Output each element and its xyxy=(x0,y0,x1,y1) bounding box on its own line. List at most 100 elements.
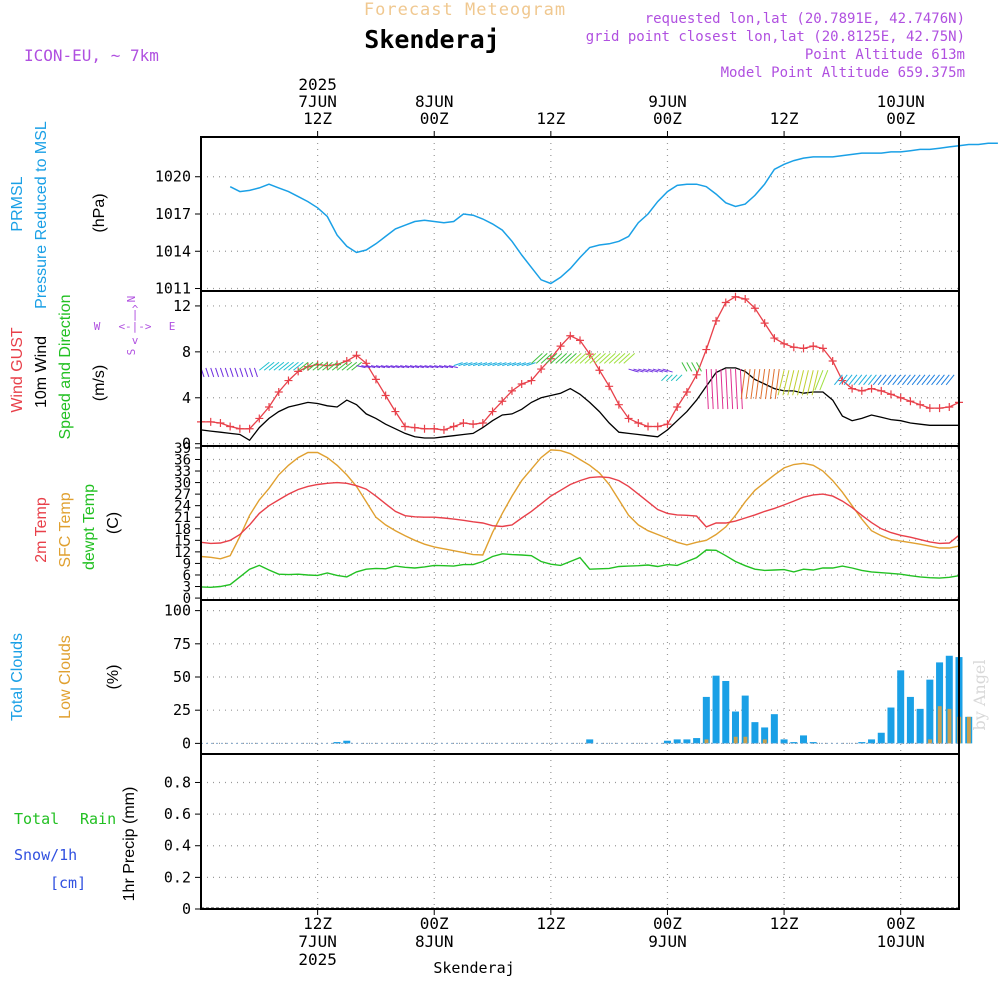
wind-gust-marker xyxy=(663,420,672,429)
total-cloud-bar xyxy=(887,707,895,744)
wind-gust-marker xyxy=(517,380,526,388)
panel-frame xyxy=(200,753,960,910)
precip-label: 1hr Precip (mm) xyxy=(121,787,138,902)
wind-arrow xyxy=(253,367,258,378)
prmsl-long-label: Pressure Reduced to MSL xyxy=(33,121,50,309)
total-cloud-bar xyxy=(945,655,953,744)
wind-arrow xyxy=(745,369,751,400)
wind-arrow xyxy=(448,365,458,369)
wind-arrow xyxy=(792,370,800,396)
wind-arrow xyxy=(599,352,611,364)
wind-gust-marker xyxy=(537,365,546,374)
ytick-label: 24 xyxy=(174,499,191,515)
wind-direction-arrows xyxy=(200,352,955,410)
time-label-bottom: 00Z xyxy=(886,914,915,933)
total-cloud-bar xyxy=(731,711,739,744)
wind-arrow xyxy=(931,374,940,386)
wind-arrow xyxy=(638,368,649,373)
compass-up-arrow: ^ xyxy=(132,303,139,316)
wind-arrow xyxy=(665,374,673,382)
wind-arrow xyxy=(458,362,468,367)
wind-gust-marker xyxy=(226,422,235,431)
low-cloud-bar xyxy=(762,739,767,744)
ytick-label: 12 xyxy=(173,297,191,315)
total-cloud-bar xyxy=(683,739,691,744)
ytick-label: 1011 xyxy=(155,280,191,298)
wind-arrow xyxy=(921,374,931,386)
wind-gust-marker xyxy=(371,375,380,384)
subtitle: Forecast Meteogram xyxy=(364,0,566,20)
wind-arrow xyxy=(205,367,210,378)
wind-gust-marker xyxy=(498,397,507,406)
wind-gust-marker xyxy=(459,419,468,428)
total-cloud-bar xyxy=(770,714,778,744)
wind-arrow xyxy=(540,352,553,364)
wind-arrow xyxy=(297,361,309,371)
total-cloud-bar xyxy=(712,675,720,744)
compass-down-arrow: v xyxy=(132,334,139,347)
wind-arrow xyxy=(670,374,678,382)
wind-arrow xyxy=(945,374,955,386)
time-label-bottom: 9JUN xyxy=(648,932,687,951)
wind-gust-marker xyxy=(653,422,662,431)
panel-wind: 0 4 8 12 xyxy=(173,290,963,453)
wind-arrow xyxy=(765,369,770,400)
wind-arrow xyxy=(906,374,916,386)
wind-arrow xyxy=(521,362,531,367)
wind-arrow xyxy=(740,369,746,400)
wind-arrow xyxy=(288,361,299,371)
ytick-label: 15 xyxy=(174,533,191,549)
wind-arrow xyxy=(734,369,738,410)
wind-arrow xyxy=(404,365,415,369)
wind-gust-marker xyxy=(770,334,779,343)
ytick-label: 8 xyxy=(182,343,191,361)
wind-gust-marker xyxy=(848,384,857,393)
wind-arrow xyxy=(443,365,454,369)
wind-arrow xyxy=(390,365,400,369)
wind-arrow xyxy=(750,369,756,400)
wind-arrow xyxy=(526,362,536,367)
lcc-label: Low Clouds xyxy=(57,635,74,719)
ytick-label: 33 xyxy=(174,464,191,480)
ytick-label: 100 xyxy=(164,602,191,620)
total-cloud-bar xyxy=(333,742,341,744)
total-cloud-bar xyxy=(926,679,934,744)
wind-arrow xyxy=(366,365,376,369)
wind-gust-marker xyxy=(556,342,565,351)
wind-arrow xyxy=(224,367,229,378)
ytick-label: 36 xyxy=(174,452,191,468)
wind-gust-marker xyxy=(896,393,905,402)
wind-gust-marker xyxy=(430,424,439,433)
wind-arrow xyxy=(806,370,814,396)
wind-arrow xyxy=(414,365,424,369)
wind-arrow xyxy=(555,352,568,364)
wind-arrow xyxy=(652,368,664,373)
wind-arrow xyxy=(691,362,698,372)
ytick-label: 75 xyxy=(173,635,191,653)
page-title: Skenderaj xyxy=(364,25,499,54)
wind-arrow xyxy=(868,374,877,386)
wind-arrow xyxy=(249,367,254,378)
ytick-label: 30 xyxy=(174,476,191,492)
sfc-label: SFC Temp xyxy=(57,492,74,567)
wind-gust-marker xyxy=(702,345,711,354)
ytick-label: 0.4 xyxy=(164,837,191,855)
wind-arrow xyxy=(312,361,324,371)
wind-arrow xyxy=(811,370,819,396)
wind-arrow xyxy=(463,362,473,367)
wind-arrow xyxy=(755,369,761,400)
total-cloud-bar xyxy=(809,742,817,744)
wind-arrow xyxy=(434,365,444,369)
time-label-bottom: 12Z xyxy=(770,914,799,933)
wind-gust-marker xyxy=(712,316,721,325)
wind-arrow xyxy=(506,362,517,367)
wind-arrow xyxy=(531,352,543,364)
wind-gust-marker xyxy=(634,419,643,428)
time-label-bottom: 2025 xyxy=(298,950,337,969)
wind-gust-marker xyxy=(488,407,497,416)
total-cloud-bar xyxy=(877,732,885,744)
wind-arrow xyxy=(307,361,319,371)
wind-gust-marker xyxy=(760,319,769,328)
gridpoint-coords: grid point closest lon,lat (20.8125E, 42… xyxy=(586,29,965,45)
wind-gust-marker xyxy=(828,357,837,366)
